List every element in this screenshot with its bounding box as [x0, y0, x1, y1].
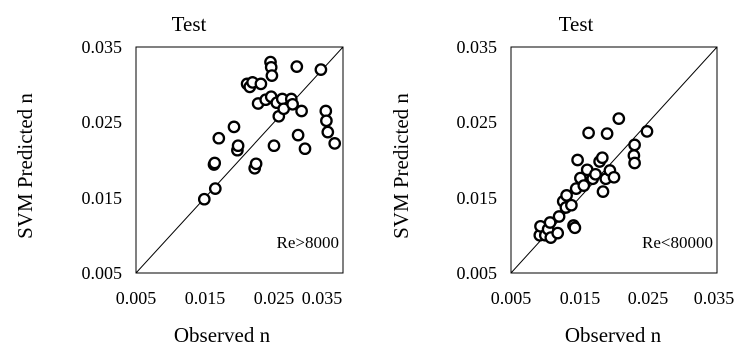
data-point — [328, 137, 342, 150]
x-axis-label: Observed n — [174, 323, 271, 347]
data-point — [208, 156, 222, 170]
data-point — [290, 60, 304, 73]
data-point — [227, 120, 241, 134]
x-tick-label: 0.025 — [254, 288, 295, 308]
data-point — [321, 125, 335, 139]
data-point — [640, 125, 654, 138]
data-point — [295, 104, 308, 118]
data-point — [628, 138, 641, 152]
x-tick-label: 0.005 — [491, 288, 532, 308]
data-point — [607, 170, 621, 184]
data-point — [628, 156, 641, 170]
data-point — [595, 151, 609, 165]
data-point — [265, 69, 279, 82]
data-point — [231, 139, 245, 153]
y-axis-label: SVM Predicted n — [13, 93, 37, 239]
x-tick-labels: 0.005 0.015 0.025 0.035 — [116, 288, 343, 308]
data-point — [596, 185, 610, 198]
plot-area-frame — [510, 46, 718, 274]
y-tick-label: 0.015 — [457, 188, 498, 208]
data-point — [612, 112, 626, 125]
scatter-panel-right: Test 0.005 0.015 0.025 0.035 0.005 0.015… — [389, 12, 734, 347]
y-tick-label: 0.035 — [457, 37, 498, 57]
data-point — [212, 131, 226, 145]
x-tick-label: 0.035 — [302, 288, 343, 308]
y-tick-label: 0.025 — [457, 112, 498, 132]
x-tick-label: 0.005 — [116, 288, 157, 308]
data-point — [249, 157, 263, 171]
identity-line — [136, 47, 343, 273]
data-point — [320, 114, 333, 128]
data-point — [254, 77, 268, 91]
y-tick-label: 0.005 — [457, 263, 498, 283]
data-point — [582, 126, 595, 140]
y-tick-label: 0.035 — [82, 37, 123, 57]
chart-title: Test — [172, 12, 207, 36]
y-tick-labels: 0.005 0.015 0.025 0.035 — [82, 37, 123, 283]
plot-area-frame — [135, 46, 344, 274]
data-point — [552, 210, 566, 223]
data-point — [600, 127, 614, 140]
data-point — [314, 63, 328, 76]
data-point — [568, 221, 582, 235]
data-point — [543, 216, 557, 229]
data-point — [291, 128, 305, 142]
regime-annotation: Re>8000 — [277, 233, 339, 252]
y-tick-label: 0.005 — [82, 263, 123, 283]
x-tick-label: 0.015 — [560, 288, 601, 308]
data-point — [298, 142, 312, 156]
y-axis-label: SVM Predicted n — [389, 93, 413, 239]
x-tick-labels: 0.005 0.015 0.025 0.035 — [491, 288, 735, 308]
chart-title: Test — [559, 12, 594, 36]
data-point — [197, 192, 211, 206]
data-point — [577, 179, 591, 192]
x-axis-label: Observed n — [565, 323, 662, 347]
data-point — [208, 182, 222, 195]
data-point — [565, 198, 578, 212]
data-point — [560, 189, 573, 202]
regime-annotation: Re<80000 — [642, 233, 713, 252]
scatter-panel-left: Test 0.005 0.015 0.025 0.035 0.005 0.015… — [13, 12, 344, 347]
data-point — [267, 139, 281, 153]
y-tick-label: 0.025 — [82, 112, 123, 132]
x-tick-label: 0.035 — [694, 288, 735, 308]
data-point — [551, 226, 565, 240]
x-tick-label: 0.025 — [628, 288, 669, 308]
x-tick-label: 0.015 — [185, 288, 226, 308]
data-point — [571, 153, 584, 167]
data-point — [286, 97, 299, 111]
data-point — [589, 167, 602, 181]
y-tick-labels: 0.005 0.015 0.025 0.035 — [457, 37, 498, 283]
y-tick-label: 0.015 — [82, 188, 123, 208]
